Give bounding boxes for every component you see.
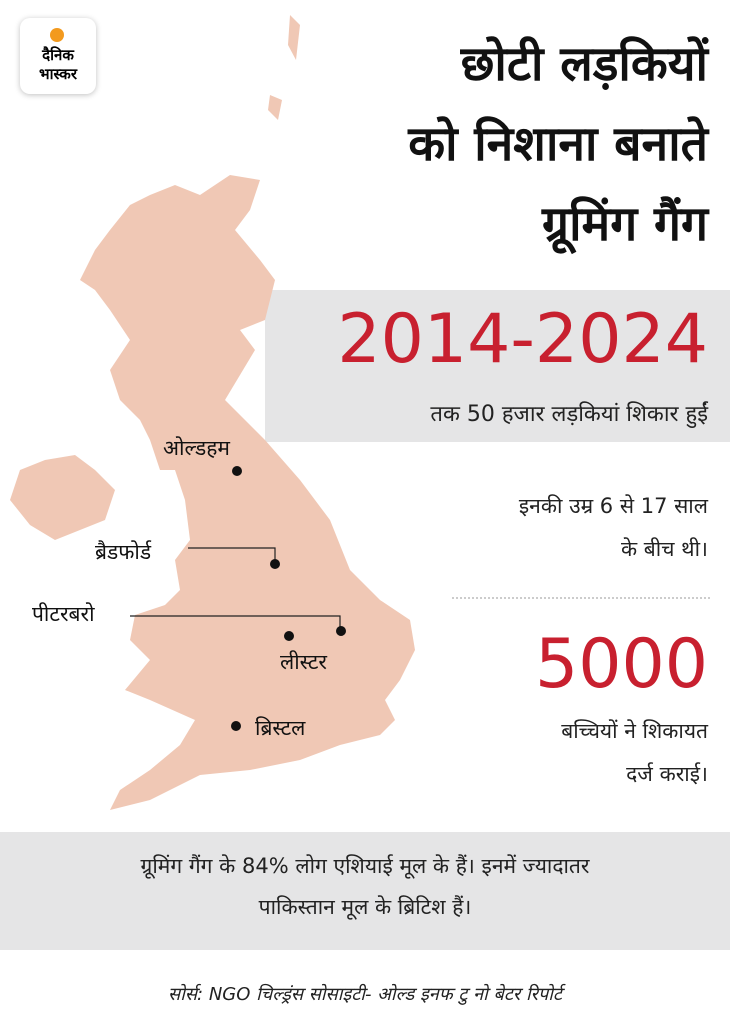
city-dots: [231, 466, 346, 731]
title: छोटी लड़कियों: [460, 36, 708, 92]
period: 2014-2024: [337, 300, 708, 379]
city-label: ओल्डहम: [163, 436, 230, 460]
highlight-band: [265, 290, 730, 442]
logo: दैनिक भास्कर: [20, 18, 96, 94]
source: सोर्स: NGO चिल्ड्रंस सोसाइटी- ओल्ड इनफ ट…: [168, 984, 562, 1005]
age-text: के बीच थी।: [620, 537, 708, 561]
leader-lines: [130, 547, 341, 631]
city-label: ब्रिस्टल: [255, 716, 306, 740]
age-text: इनकी उम्र 6 से 17 साल: [518, 494, 708, 518]
complaints-text: बच्चियों ने शिकायत: [561, 719, 708, 743]
complaints: 5000: [534, 625, 708, 704]
logo-dot: [50, 28, 64, 42]
complaints-text: दर्ज कराई।: [626, 762, 708, 786]
northern-ireland: [10, 455, 115, 540]
title: को निशाना बनाते: [408, 116, 708, 172]
note-band: [0, 832, 730, 950]
city-label: ब्रैडफोर्ड: [95, 540, 152, 564]
islands: [268, 15, 300, 120]
city-label: पीटरबरो: [32, 602, 95, 626]
uk-map: [80, 175, 415, 810]
city-label: लीस्टर: [280, 650, 328, 674]
title: ग्रूमिंग गैंग: [542, 196, 708, 252]
period-text: तक 50 हजार लड़कियां शिकार हुईं: [430, 402, 708, 427]
note: ग्रूमिंग गैंग के 84% लोग एशियाई मूल के ह…: [140, 854, 590, 878]
note: पाकिस्तान मूल के ब्रिटिश हैं।: [258, 895, 472, 919]
logo-text: दैनिक: [42, 46, 74, 64]
logo-text: भास्कर: [39, 65, 77, 83]
